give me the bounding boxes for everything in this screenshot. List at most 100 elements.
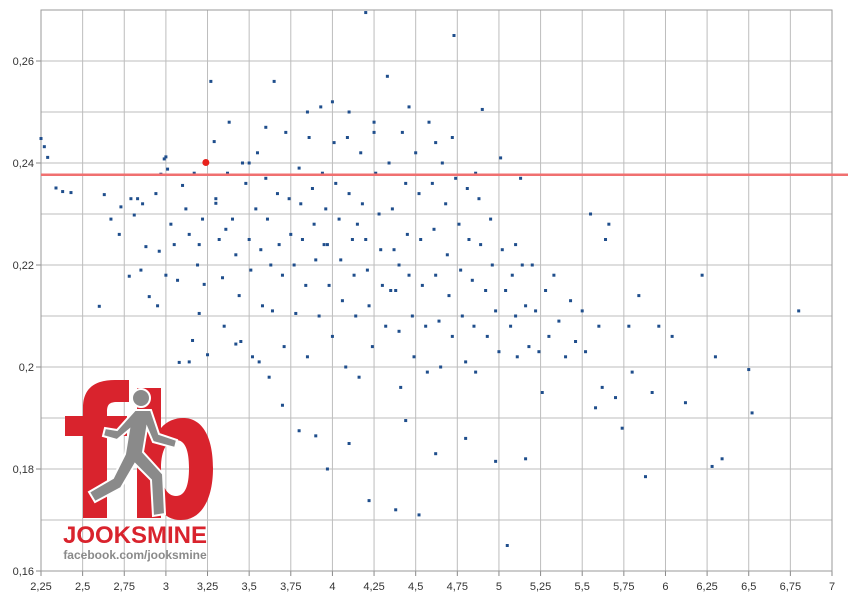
data-point: [432, 227, 436, 231]
jooksmine-logo: JOOKSMINE facebook.com/jooksmine: [55, 378, 215, 568]
data-point: [141, 202, 145, 206]
data-point: [399, 385, 403, 389]
data-point: [259, 248, 263, 252]
data-point: [227, 120, 231, 124]
data-point: [347, 442, 351, 445]
data-point: [452, 34, 456, 37]
x-tick-label: 5: [496, 581, 502, 593]
data-point: [42, 145, 46, 149]
data-point: [314, 258, 318, 262]
data-point: [380, 283, 384, 287]
data-point: [119, 205, 123, 209]
data-point: [337, 217, 341, 221]
data-point: [250, 355, 254, 359]
data-point: [505, 544, 509, 547]
data-point: [407, 273, 411, 277]
plot-area-border: [40, 9, 833, 572]
data-point: [226, 171, 230, 175]
data-point: [514, 243, 518, 247]
data-point: [240, 161, 244, 165]
runner-icon: [87, 388, 179, 518]
data-point: [499, 156, 503, 160]
data-point: [480, 107, 484, 111]
data-point: [510, 273, 514, 277]
data-point: [514, 314, 518, 318]
logo-wordmark: JOOKSMINE: [62, 522, 208, 549]
data-point: [377, 212, 381, 216]
data-point: [389, 289, 393, 292]
data-point: [410, 314, 414, 318]
data-point: [700, 273, 704, 277]
data-point: [177, 360, 181, 364]
data-point: [360, 202, 364, 206]
data-point: [312, 222, 316, 226]
y-tick-label: 0,24: [13, 158, 34, 170]
data-point: [584, 350, 588, 354]
data-point: [450, 136, 454, 139]
data-point: [340, 299, 344, 303]
y-tick-label: 0,22: [13, 260, 34, 272]
data-point: [69, 191, 73, 195]
data-point: [643, 475, 647, 479]
data-point: [257, 360, 261, 364]
x-tick-label: 4,75: [447, 581, 468, 593]
data-point: [297, 429, 301, 433]
data-point: [479, 243, 483, 247]
data-point: [450, 334, 454, 338]
data-point: [372, 120, 376, 124]
data-point: [322, 243, 326, 247]
data-point: [169, 222, 173, 226]
x-tick-label: 7: [829, 581, 835, 593]
data-point: [404, 181, 408, 185]
data-point: [430, 181, 434, 185]
data-point: [630, 370, 634, 374]
data-point: [264, 176, 268, 180]
data-point: [657, 324, 661, 328]
data-point: [364, 11, 368, 15]
data-points: [39, 11, 801, 547]
data-point: [46, 155, 50, 159]
data-point: [359, 151, 363, 155]
x-tick-label: 2,5: [75, 581, 90, 593]
data-point: [419, 238, 423, 241]
data-point: [434, 273, 438, 277]
data-point: [364, 238, 368, 241]
data-point: [434, 452, 438, 456]
data-point: [117, 232, 121, 236]
data-point: [197, 311, 201, 315]
y-tick-label: 0,16: [13, 566, 34, 578]
data-point: [440, 161, 444, 165]
data-point: [305, 355, 309, 359]
data-point: [209, 79, 213, 83]
y-tick-label: 0,2: [19, 362, 34, 374]
data-point: [237, 294, 241, 298]
data-point: [132, 213, 136, 217]
data-point: [464, 360, 468, 364]
data-point: [627, 324, 631, 328]
data-point: [330, 100, 334, 104]
data-point: [300, 238, 304, 241]
data-point: [109, 217, 113, 221]
data-point: [544, 289, 548, 292]
data-point: [222, 324, 226, 328]
data-point: [172, 243, 176, 247]
x-tick-label: 3,5: [242, 581, 257, 593]
tick-labels: 2,25 2,5 2,75 3 3,25 3,5 3,75 4 4,25 4,5 4,75 5 5,25…: [13, 56, 835, 593]
data-point: [439, 365, 443, 369]
x-tick-label: 4,5: [408, 581, 423, 593]
data-point: [797, 309, 801, 313]
data-point: [357, 375, 361, 379]
data-point: [129, 197, 133, 201]
data-point: [176, 278, 180, 282]
data-point: [524, 304, 528, 308]
data-point: [557, 319, 561, 323]
data-point: [465, 187, 469, 190]
data-point: [166, 167, 170, 171]
data-point: [319, 105, 323, 109]
data-point: [39, 137, 43, 141]
data-point: [504, 289, 508, 292]
data-point: [414, 151, 418, 155]
x-tick-label: 6,25: [696, 581, 717, 593]
data-point: [750, 411, 754, 415]
data-point: [270, 309, 274, 313]
